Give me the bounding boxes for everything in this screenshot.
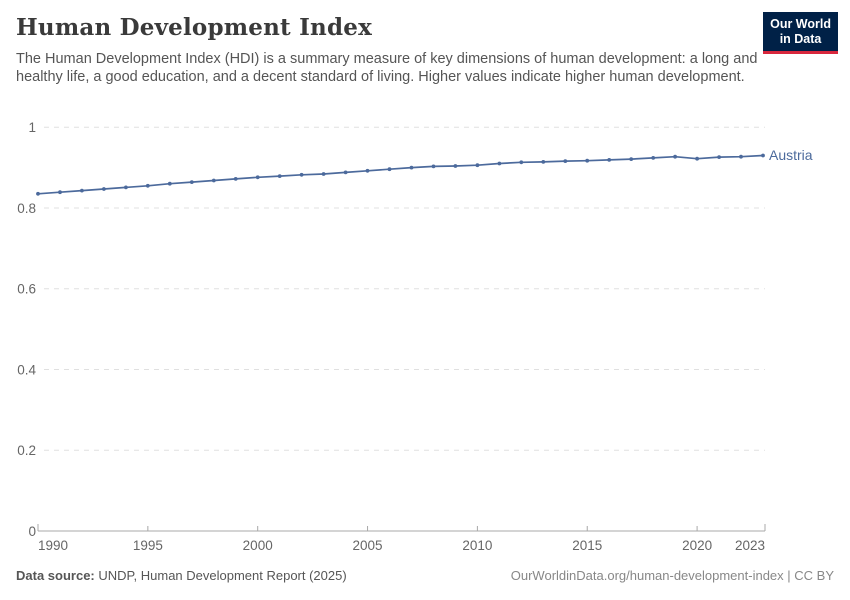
data-point-austria-2020[interactable] — [695, 156, 699, 161]
data-point-austria-2013[interactable] — [541, 160, 546, 164]
x-tick-label-2015: 2015 — [572, 538, 602, 553]
data-point-austria-2014[interactable] — [563, 159, 568, 164]
data-point-austria-2005[interactable] — [365, 168, 370, 173]
chart-title: Human Development Index — [16, 14, 372, 41]
y-tick-label-0.8: 0.8 — [17, 201, 36, 216]
data-point-austria-2019[interactable] — [673, 154, 677, 159]
data-source-label: Data source: — [16, 568, 95, 583]
chart-subtitle: The Human Development Index (HDI) is a s… — [16, 51, 758, 86]
data-point-austria-2022[interactable] — [739, 154, 743, 159]
chart-header: Human Development Index The Human Develo… — [16, 14, 834, 87]
entity-label-austria[interactable]: Austria — [769, 147, 813, 163]
x-tick-label-2000: 2000 — [243, 538, 273, 553]
x-tick-label-2005: 2005 — [353, 538, 383, 553]
owid-logo-line2: in Data — [779, 32, 822, 47]
y-tick-label-1: 1 — [28, 120, 36, 135]
data-point-austria-2015[interactable] — [585, 158, 590, 163]
x-tick-label-1990: 1990 — [38, 538, 68, 553]
x-tick-label-2020: 2020 — [682, 538, 712, 553]
data-point-austria-1996[interactable] — [167, 181, 172, 186]
data-point-austria-1992[interactable] — [80, 188, 84, 193]
x-tick-label-2010: 2010 — [462, 538, 492, 553]
data-point-austria-2007[interactable] — [409, 165, 414, 170]
owid-logo-line1: Our World — [770, 17, 831, 31]
chart-footer: Data source: UNDP, Human Development Rep… — [16, 568, 834, 583]
data-point-austria-1999[interactable] — [233, 177, 238, 181]
data-point-austria-1994[interactable] — [124, 185, 128, 190]
data-point-austria-2008[interactable] — [431, 164, 436, 169]
footer-link[interactable]: OurWorldinData.org/human-development-ind… — [510, 568, 834, 583]
data-point-austria-2010[interactable] — [475, 163, 480, 168]
data-source-text: UNDP, Human Development Report (2025) — [94, 568, 347, 583]
y-tick-label-0.6: 0.6 — [17, 282, 36, 297]
data-point-austria-1991[interactable] — [58, 190, 62, 195]
data-point-austria-2018[interactable] — [651, 156, 656, 160]
data-point-austria-2011[interactable] — [497, 161, 502, 166]
x-tick-label-2023: 2023 — [735, 538, 765, 553]
data-point-austria-1998[interactable] — [211, 178, 216, 183]
data-point-austria-2023[interactable] — [761, 153, 765, 158]
data-point-austria-2021[interactable] — [717, 155, 721, 160]
data-point-austria-2002[interactable] — [299, 172, 304, 177]
y-tick-label-0.2: 0.2 — [17, 443, 36, 458]
data-point-austria-1990[interactable] — [36, 191, 40, 196]
series-line-austria[interactable] — [37, 154, 764, 195]
y-tick-label-0.4: 0.4 — [17, 362, 36, 377]
data-point-austria-2017[interactable] — [629, 157, 634, 162]
data-point-austria-2004[interactable] — [343, 170, 348, 175]
data-source: Data source: UNDP, Human Development Rep… — [16, 568, 347, 583]
data-point-austria-2012[interactable] — [519, 160, 524, 165]
data-point-austria-1997[interactable] — [189, 180, 194, 185]
x-tick-label-1995: 1995 — [133, 538, 163, 553]
data-point-austria-2016[interactable] — [607, 158, 612, 162]
y-tick-label-0: 0 — [28, 524, 36, 539]
data-point-austria-1995[interactable] — [145, 183, 150, 188]
data-point-austria-2009[interactable] — [453, 164, 458, 168]
data-point-austria-1993[interactable] — [102, 187, 106, 191]
data-point-austria-2006[interactable] — [387, 167, 392, 172]
data-point-austria-2001[interactable] — [277, 174, 282, 179]
data-point-austria-2003[interactable] — [321, 172, 326, 176]
owid-logo[interactable]: Our World in Data — [763, 12, 838, 54]
data-point-austria-2000[interactable] — [255, 175, 260, 180]
